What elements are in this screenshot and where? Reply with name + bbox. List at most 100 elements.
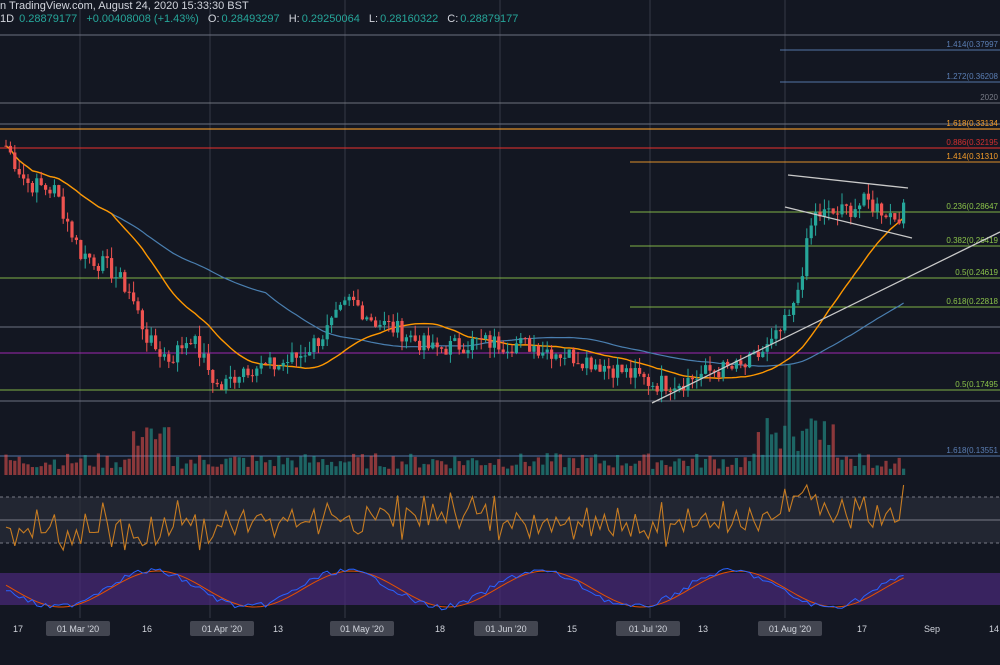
x-axis-tick-label-11: 01 Aug '20 xyxy=(769,624,811,634)
volume-bar xyxy=(26,464,30,475)
candle-body xyxy=(184,343,188,349)
volume-bar xyxy=(268,459,272,475)
volume-group xyxy=(4,365,906,475)
volume-bar xyxy=(673,461,677,475)
candle-body xyxy=(580,363,584,369)
candle-body xyxy=(541,352,545,356)
candle-body xyxy=(594,364,598,370)
volume-bar xyxy=(783,425,787,475)
volume-bar xyxy=(563,467,567,475)
volume-bar xyxy=(822,421,826,475)
volume-bar xyxy=(228,457,232,475)
candle-body xyxy=(704,365,708,374)
candle-body xyxy=(655,385,659,392)
candle-body xyxy=(620,364,624,373)
volume-bar xyxy=(796,450,800,475)
volume-bar xyxy=(145,427,149,475)
volume-bar xyxy=(756,432,760,475)
x-axis-tick-label-10: 13 xyxy=(698,624,708,634)
volume-bar xyxy=(770,434,774,475)
volume-bar xyxy=(849,458,853,475)
candle-body xyxy=(827,208,831,210)
x-axis-tick-label-5: 01 May '20 xyxy=(340,624,384,634)
candle-body xyxy=(466,350,470,354)
volume-bar xyxy=(479,465,483,475)
candle-body xyxy=(66,218,70,222)
fib-level-label-7: 0.382(0.26419 xyxy=(946,236,998,245)
volume-bar xyxy=(712,459,716,475)
candle-body xyxy=(321,339,325,347)
candle-body xyxy=(4,145,8,147)
candle-body xyxy=(567,349,571,358)
volume-bar xyxy=(66,453,70,475)
volume-bar xyxy=(457,461,461,475)
candle-body xyxy=(523,338,527,340)
x-axis-tick-label-1: 01 Mar '20 xyxy=(57,624,99,634)
volume-bar xyxy=(374,453,378,475)
candle-body xyxy=(765,344,769,352)
candle-body xyxy=(739,360,743,365)
candle-body xyxy=(13,152,17,169)
volume-bar xyxy=(387,468,391,475)
volume-bar xyxy=(356,457,360,475)
candle-body xyxy=(589,357,593,370)
candle-body xyxy=(536,345,540,356)
volume-bar xyxy=(444,464,448,475)
candle-body xyxy=(602,365,606,372)
candle-body xyxy=(132,292,136,302)
volume-bar xyxy=(624,463,628,475)
candle-body xyxy=(902,202,906,224)
candle-body xyxy=(378,324,382,327)
candle-body xyxy=(470,338,474,351)
candle-body xyxy=(475,338,479,340)
volume-bar xyxy=(338,461,342,475)
last-price: 0.28879177 xyxy=(19,13,78,25)
volume-bar xyxy=(312,455,316,475)
candle-body xyxy=(800,276,804,290)
volume-bar xyxy=(92,466,96,475)
candle-body xyxy=(334,309,338,318)
volume-bar xyxy=(30,467,34,475)
volume-bar xyxy=(132,431,136,475)
x-axis-tick-label-4: 13 xyxy=(273,624,283,634)
candle-body xyxy=(202,353,206,358)
x-axis-month-badge-5 xyxy=(330,621,394,636)
volume-bar xyxy=(110,467,114,475)
volume-bar xyxy=(488,463,492,475)
volume-bar xyxy=(528,466,532,475)
volume-bar xyxy=(853,465,857,475)
candle-body xyxy=(74,237,78,241)
candle-body xyxy=(215,382,219,385)
volume-bar xyxy=(299,456,303,475)
volume-bar xyxy=(74,462,78,475)
volume-bar xyxy=(365,468,369,475)
candle-body xyxy=(176,345,180,363)
candle-body xyxy=(695,378,699,380)
volume-bar xyxy=(404,464,408,475)
candle-body xyxy=(805,238,809,277)
candle-body xyxy=(682,385,686,391)
volume-bar xyxy=(57,468,61,475)
volume-bar xyxy=(690,458,694,475)
volume-bar xyxy=(382,467,386,475)
volume-bar xyxy=(752,453,756,475)
candle-body xyxy=(457,338,461,350)
candle-body xyxy=(237,377,241,383)
candle-body xyxy=(158,349,162,357)
high-label: H: xyxy=(288,13,300,25)
chart-source-line: n TradingView.com, August 24, 2020 15:33… xyxy=(0,0,249,12)
candle-body xyxy=(642,373,646,378)
fib-level-label-0: 1.414(0.37997 xyxy=(946,40,998,49)
candle-body xyxy=(646,377,650,386)
rising-support-trendline xyxy=(651,231,1000,404)
volume-bar xyxy=(422,463,426,475)
candle-body xyxy=(893,213,897,220)
candle-body xyxy=(264,363,268,365)
candle-body xyxy=(598,364,602,372)
x-axis-month-badge-9 xyxy=(616,621,680,636)
volume-bar xyxy=(629,465,633,475)
candle-body xyxy=(347,296,351,301)
candle-body xyxy=(220,384,224,390)
volume-bar xyxy=(726,466,730,475)
